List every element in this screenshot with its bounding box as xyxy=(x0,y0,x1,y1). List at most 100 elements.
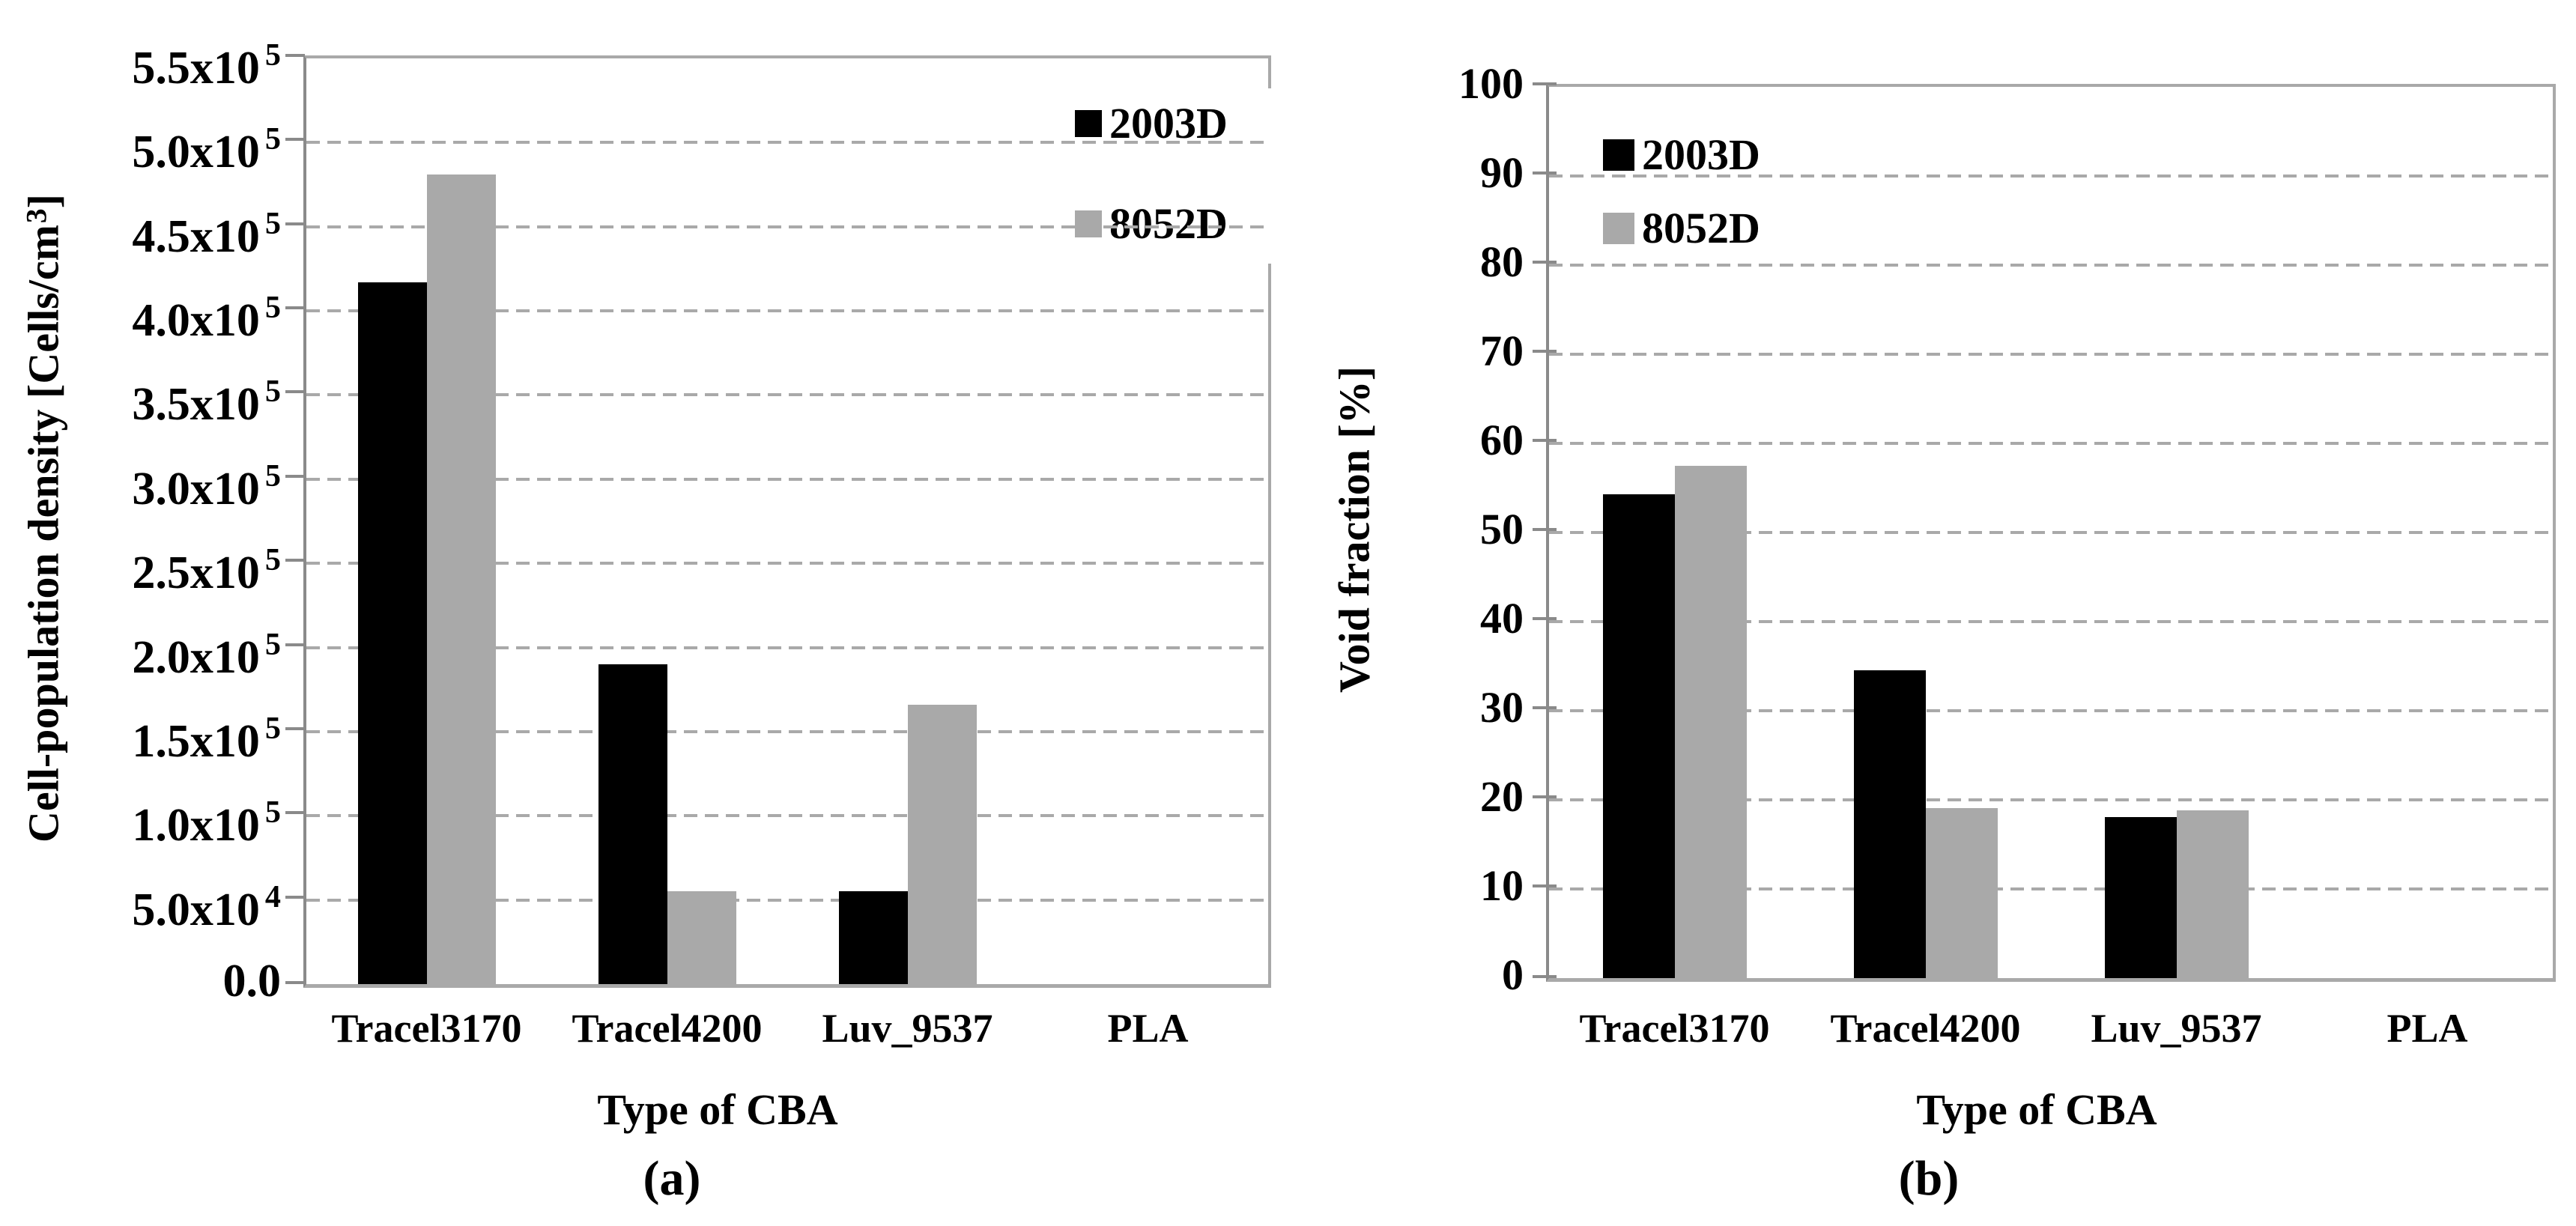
y-tick-label: 20 xyxy=(1480,772,1524,821)
bar-2003D-Tracel3170 xyxy=(357,282,427,984)
y-tick-mark xyxy=(285,390,305,394)
gridline-1.0x10^5 xyxy=(306,814,1268,818)
legend-entry-2003D: 2003D xyxy=(1075,102,1309,145)
gridline-70 xyxy=(1549,353,2553,356)
gridline-50 xyxy=(1549,531,2553,534)
x-axis-title-b: Type of CBA xyxy=(1916,1085,2157,1134)
gridline-4.5x10^5 xyxy=(306,225,1268,228)
gridline-90 xyxy=(1549,175,2553,177)
legend-swatch-2003D xyxy=(1603,139,1634,171)
y-tick-mark xyxy=(285,306,305,310)
legend-b: 2003D 8052D xyxy=(1567,123,1925,268)
y-tick-label: 2.5x10 5 xyxy=(132,542,281,599)
y-tick-label: 5.0x10 5 xyxy=(132,121,281,178)
gridline-1.5x10^5 xyxy=(306,729,1268,733)
x-tick-label-Tracel3170: Tracel3170 xyxy=(331,1006,522,1051)
x-tick-label-Luv_9537: Luv_9537 xyxy=(2091,1006,2262,1051)
y-tick-mark xyxy=(1533,795,1557,798)
gridline-20 xyxy=(1549,798,2553,801)
gridline-80 xyxy=(1549,264,2553,267)
x-tick-label-Luv_9537: Luv_9537 xyxy=(822,1006,993,1051)
y-tick-label: 2.0x10 5 xyxy=(132,626,281,683)
legend-label-2003D: 2003D xyxy=(1109,99,1228,148)
y-tick-mark xyxy=(285,643,305,646)
y-tick-label: 10 xyxy=(1480,861,1524,910)
y-tick-mark xyxy=(285,811,305,815)
y-tick-label: 3.5x10 5 xyxy=(132,374,281,431)
gridline-5.0x10^5 xyxy=(306,141,1268,145)
y-tick-mark xyxy=(285,981,305,984)
y-tick-label: 60 xyxy=(1480,416,1524,464)
legend-swatch-8052D xyxy=(1603,213,1634,244)
bar-8052D-Luv_9537 xyxy=(2176,810,2249,978)
y-tick-label: 1.5x10 5 xyxy=(132,710,281,767)
gridline-3.0x10^5 xyxy=(306,477,1268,481)
gridline-2.5x10^5 xyxy=(306,562,1268,565)
y-tick-mark xyxy=(285,726,305,730)
panel-a: Cell-population density [Cells/cm3] 2003… xyxy=(19,37,1309,1206)
legend-a: 2003D 8052D xyxy=(1034,88,1309,264)
y-tick-label: 80 xyxy=(1480,237,1524,286)
gridline-60 xyxy=(1549,442,2553,445)
legend-label-8052D: 8052D xyxy=(1642,204,1760,252)
legend-entry-2003D: 2003D xyxy=(1603,133,1925,177)
plot-area-b: 2003D 8052D xyxy=(1546,84,2556,982)
x-axis-title-a: Type of CBA xyxy=(597,1085,838,1134)
y-tick-mark xyxy=(1533,261,1557,264)
y-tick-label: 0.0 xyxy=(222,956,282,1007)
bar-8052D-Tracel4200 xyxy=(667,891,736,984)
legend-swatch-8052D xyxy=(1075,210,1102,237)
caption-a: (a) xyxy=(643,1151,701,1206)
y-tick-mark xyxy=(285,559,305,562)
y-tick-mark xyxy=(285,138,305,142)
x-tick-label-Tracel4200: Tracel4200 xyxy=(572,1006,763,1051)
caption-b: (b) xyxy=(1898,1151,1960,1206)
y-tick-label: 50 xyxy=(1480,505,1524,553)
y-tick-mark xyxy=(1533,82,1557,85)
y-tick-label: 1.0x10 5 xyxy=(132,795,281,852)
y-tick-mark xyxy=(1533,172,1557,175)
gridline-40 xyxy=(1549,620,2553,623)
y-tick-mark xyxy=(1533,617,1557,620)
y-tick-label: 3.0x10 5 xyxy=(132,458,281,515)
y-tick-label: 90 xyxy=(1480,148,1524,197)
legend-label-2003D: 2003D xyxy=(1642,130,1760,179)
y-tick-label: 5.0x10 4 xyxy=(132,878,281,935)
gridline-10 xyxy=(1549,887,2553,890)
y-tick-label: 4.5x10 5 xyxy=(132,205,281,262)
y-tick-mark xyxy=(1533,528,1557,531)
y-tick-mark xyxy=(1533,884,1557,887)
bar-8052D-Tracel3170 xyxy=(426,175,496,984)
y-tick-mark xyxy=(285,895,305,899)
plot-area-a: 2003D 8052D xyxy=(303,55,1309,988)
y-tick-mark xyxy=(1533,350,1557,353)
y-tick-label: 100 xyxy=(1458,59,1524,108)
bar-2003D-Tracel4200 xyxy=(598,664,667,984)
y-tick-label: 0 xyxy=(1502,950,1524,999)
bar-8052D-Luv_9537 xyxy=(907,704,977,984)
gridline-4.0x10^5 xyxy=(306,309,1268,313)
y-tick-mark xyxy=(285,222,305,225)
y-tick-label: 40 xyxy=(1480,594,1524,643)
bar-8052D-Tracel3170 xyxy=(1674,465,1747,978)
x-tick-label-PLA: PLA xyxy=(2386,1006,2468,1051)
bar-2003D-Luv_9537 xyxy=(838,891,908,984)
y-tick-label: 4.0x10 5 xyxy=(132,290,281,347)
y-tick-label: 5.5x10 5 xyxy=(132,37,281,94)
legend-swatch-2003D xyxy=(1075,110,1102,137)
y-tick-mark xyxy=(1533,975,1557,978)
panel-b: Void fraction [%] 2003D 8052D Type of CBA… xyxy=(1311,0,2576,1226)
y-tick-label: 30 xyxy=(1480,683,1524,732)
x-tick-label-Tracel4200: Tracel4200 xyxy=(1830,1006,2021,1051)
x-tick-label-PLA: PLA xyxy=(1107,1006,1189,1051)
gridline-30 xyxy=(1549,709,2553,712)
legend-label-8052D: 8052D xyxy=(1109,199,1228,248)
y-tick-mark xyxy=(1533,706,1557,709)
y-tick-mark xyxy=(1533,439,1557,442)
legend-entry-8052D: 8052D xyxy=(1075,202,1309,246)
gridline-5.0x10^4 xyxy=(306,898,1268,902)
bar-2003D-Tracel4200 xyxy=(1853,670,1926,978)
x-tick-label-Tracel3170: Tracel3170 xyxy=(1579,1006,1770,1051)
bar-8052D-Tracel4200 xyxy=(1925,807,1998,978)
legend-entry-8052D: 8052D xyxy=(1603,207,1925,250)
